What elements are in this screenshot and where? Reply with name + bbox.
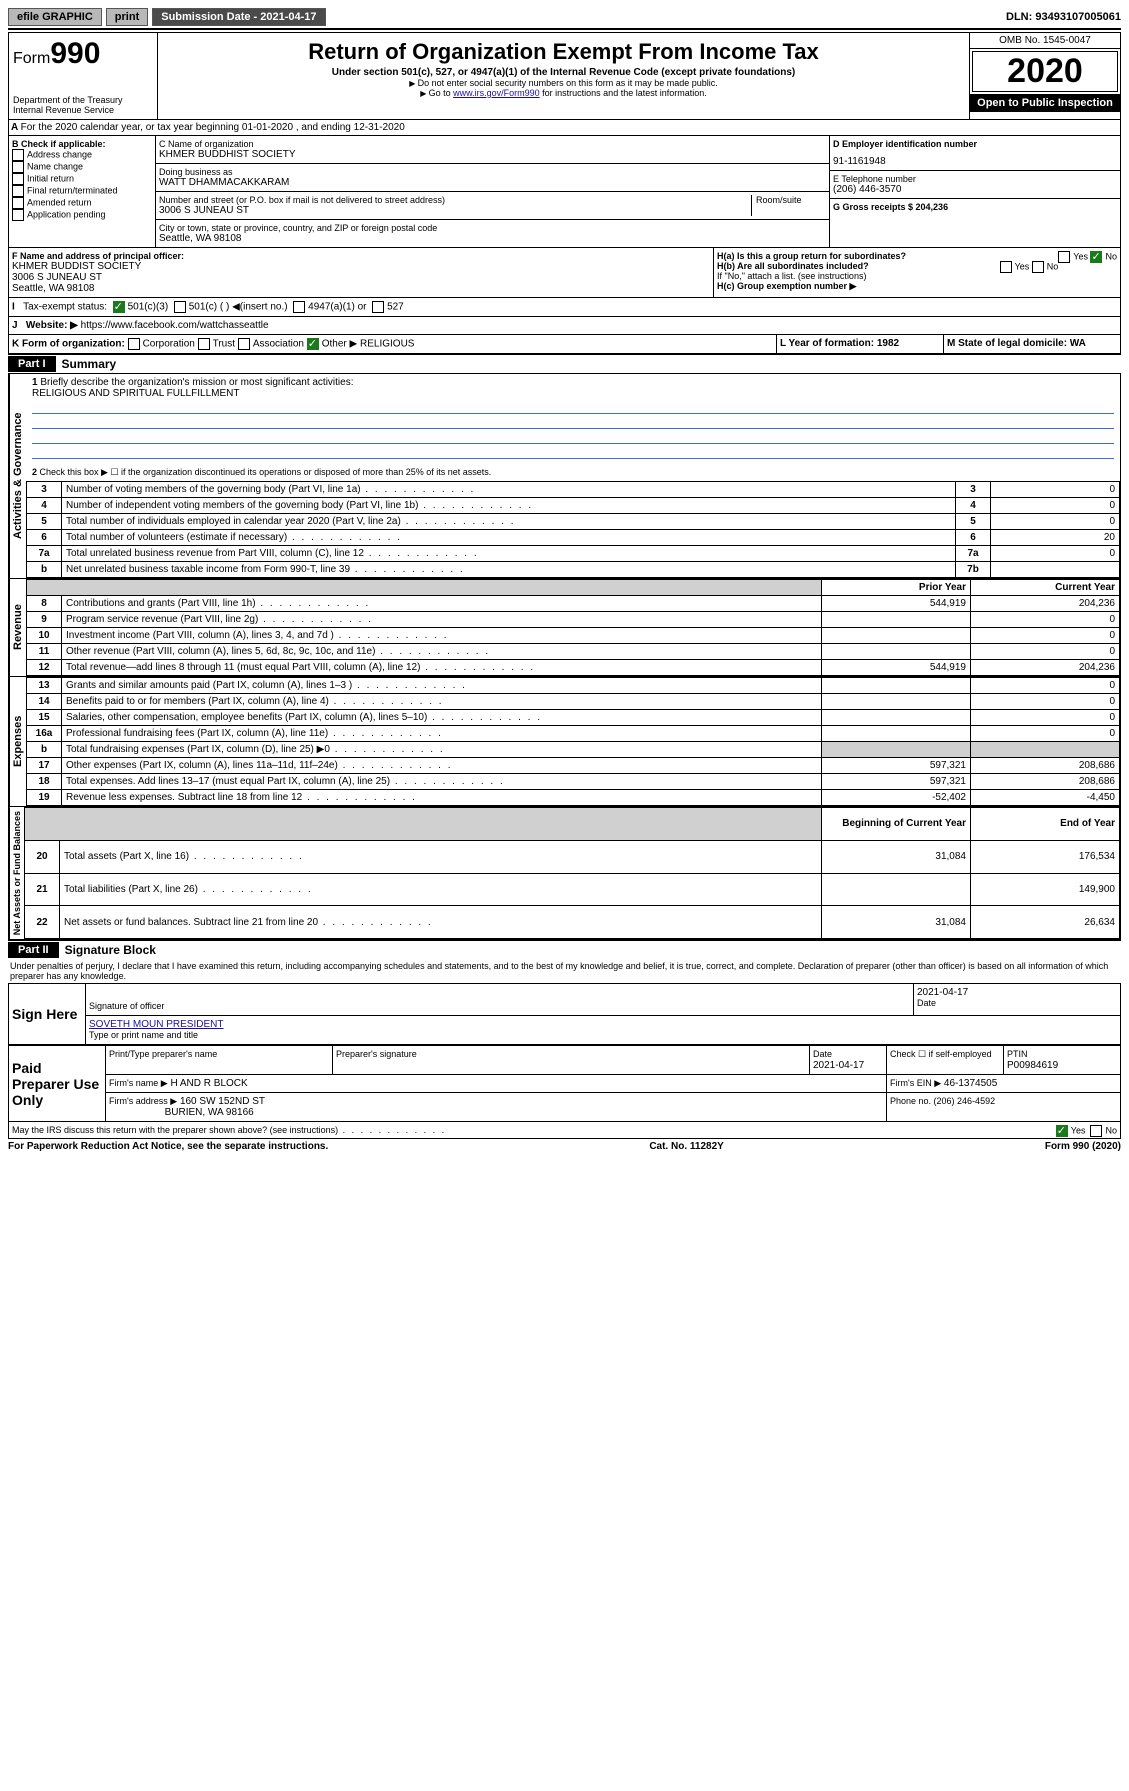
p1-l1: Briefly describe the organization's miss… <box>40 377 353 388</box>
print-button[interactable]: print <box>106 8 148 26</box>
part1-title: Summary <box>56 355 123 373</box>
f-addr: 3006 S JUNEAU ST <box>12 272 710 283</box>
part2-title: Signature Block <box>59 941 162 959</box>
side-rev: Revenue <box>9 579 26 676</box>
f-lbl: F Name and address of principal officer: <box>12 251 184 261</box>
checkbox-item[interactable]: Final return/terminated <box>12 185 152 197</box>
efile-button[interactable]: efile GRAPHIC <box>8 8 102 26</box>
footer-l: For Paperwork Reduction Act Notice, see … <box>8 1141 328 1152</box>
section-a: A For the 2020 calendar year, or tax yea… <box>8 120 1121 136</box>
checkbox-item[interactable]: Amended return <box>12 197 152 209</box>
p1-l2: Check this box ▶ ☐ if the organization d… <box>40 467 492 477</box>
city: Seattle, WA 98108 <box>159 233 826 244</box>
i-lbl: Tax-exempt status: <box>23 302 107 313</box>
checkbox-item[interactable]: Name change <box>12 161 152 173</box>
addr: 3006 S JUNEAU ST <box>159 205 751 216</box>
checkbox-item[interactable]: Initial return <box>12 173 152 185</box>
officer-name[interactable]: SOVETH MOUN PRESIDENT <box>89 1019 223 1030</box>
footer-r: Form 990 (2020) <box>1045 1141 1121 1152</box>
checkbox-item[interactable]: Application pending <box>12 209 152 221</box>
k-lbl: K Form of organization: <box>12 339 125 350</box>
room-lbl: Room/suite <box>751 195 826 216</box>
j-lbl: Website: ▶ <box>26 320 78 331</box>
e-lbl: E Telephone number <box>833 174 1117 184</box>
side-exp: Expenses <box>9 677 26 806</box>
paid-preparer: Paid Preparer Use Only <box>9 1046 106 1122</box>
part1-hdr: Part I <box>8 356 56 372</box>
dept: Department of the Treasury <box>13 95 153 105</box>
side-net: Net Assets or Fund Balances <box>9 807 24 939</box>
dba: WATT DHAMMACAKKARAM <box>159 177 826 188</box>
dln: DLN: 93493107005061 <box>1006 11 1121 23</box>
m-lbl: M State of legal domicile: WA <box>947 338 1086 349</box>
declaration: Under penalties of perjury, I declare th… <box>8 959 1121 983</box>
footer-m: Cat. No. 11282Y <box>649 1141 723 1152</box>
ha: H(a) Is this a group return for subordin… <box>717 251 906 261</box>
website: https://www.facebook.com/wattchasseattle <box>78 320 269 331</box>
subtitle2: Do not enter social security numbers on … <box>162 78 965 88</box>
open-to-public: Open to Public Inspection <box>970 94 1120 112</box>
form-title: Return of Organization Exempt From Incom… <box>162 39 965 65</box>
discuss: May the IRS discuss this return with the… <box>12 1125 338 1135</box>
d-lbl: D Employer identification number <box>833 139 977 149</box>
tax-year: 2020 <box>972 51 1118 92</box>
sign-here: Sign Here <box>9 984 86 1045</box>
hb: H(b) Are all subordinates included? <box>717 261 869 271</box>
checkbox-item[interactable]: Address change <box>12 149 152 161</box>
addr-lbl: Number and street (or P.O. box if mail i… <box>159 195 751 205</box>
form-number: Form990 <box>13 37 153 71</box>
instructions-link[interactable]: www.irs.gov/Form990 <box>453 88 540 98</box>
irs: Internal Revenue Service <box>13 105 153 115</box>
section-b-hdr: B Check if applicable: <box>12 139 106 149</box>
l-lbl: L Year of formation: 1982 <box>780 338 899 349</box>
org-name: KHMER BUDDHIST SOCIETY <box>159 149 826 160</box>
city-lbl: City or town, state or province, country… <box>159 223 826 233</box>
hc: H(c) Group exemption number ▶ <box>717 281 856 291</box>
part2-hdr: Part II <box>8 942 59 958</box>
ein: 91-1161948 <box>833 156 1117 167</box>
g-lbl: G Gross receipts $ 204,236 <box>833 202 948 212</box>
f-name: KHMER BUDDIST SOCIETY <box>12 261 710 272</box>
phone: (206) 446-3570 <box>833 184 1117 195</box>
subtitle3: Go to www.irs.gov/Form990 for instructio… <box>162 88 965 98</box>
omb: OMB No. 1545-0047 <box>970 33 1120 49</box>
dba-lbl: Doing business as <box>159 167 826 177</box>
side-gov: Activities & Governance <box>9 374 26 578</box>
c-name-lbl: C Name of organization <box>159 139 826 149</box>
submission-date: Submission Date - 2021-04-17 <box>152 8 325 26</box>
subtitle1: Under section 501(c), 527, or 4947(a)(1)… <box>162 67 965 78</box>
p1-l1v: RELIGIOUS AND SPIRITUAL FULLFILLMENT <box>32 388 239 399</box>
f-city: Seattle, WA 98108 <box>12 283 710 294</box>
